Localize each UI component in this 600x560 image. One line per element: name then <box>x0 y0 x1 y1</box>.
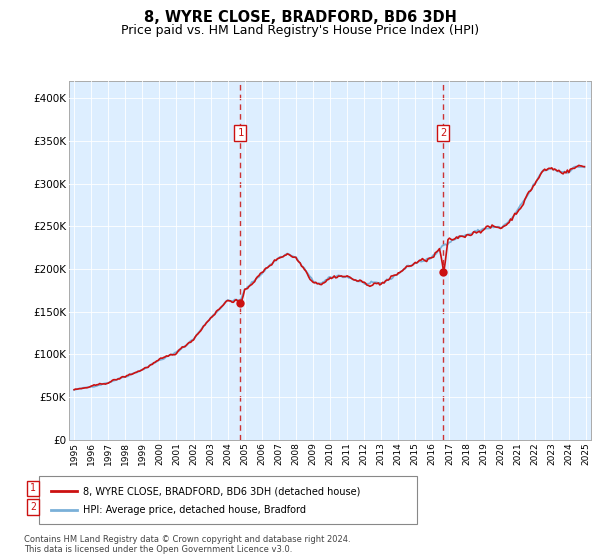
Text: 16% ↓ HPI: 16% ↓ HPI <box>264 502 319 512</box>
Text: 1: 1 <box>30 483 36 493</box>
Text: £160,000: £160,000 <box>162 483 211 493</box>
Text: 2% ↓ HPI: 2% ↓ HPI <box>264 483 313 493</box>
Text: 30-SEP-2004: 30-SEP-2004 <box>51 483 117 493</box>
Text: 8, WYRE CLOSE, BRADFORD, BD6 3DH: 8, WYRE CLOSE, BRADFORD, BD6 3DH <box>143 10 457 25</box>
Text: HPI: Average price, detached house, Bradford: HPI: Average price, detached house, Brad… <box>83 505 306 515</box>
Text: Contains HM Land Registry data © Crown copyright and database right 2024.
This d: Contains HM Land Registry data © Crown c… <box>24 535 350 554</box>
Text: 25-AUG-2016: 25-AUG-2016 <box>51 502 121 512</box>
Text: 2: 2 <box>30 502 36 512</box>
Text: Price paid vs. HM Land Registry's House Price Index (HPI): Price paid vs. HM Land Registry's House … <box>121 24 479 36</box>
Text: 2: 2 <box>440 128 446 138</box>
Text: 1: 1 <box>238 128 244 138</box>
Text: £196,000: £196,000 <box>162 502 211 512</box>
Text: 8, WYRE CLOSE, BRADFORD, BD6 3DH (detached house): 8, WYRE CLOSE, BRADFORD, BD6 3DH (detach… <box>83 486 360 496</box>
